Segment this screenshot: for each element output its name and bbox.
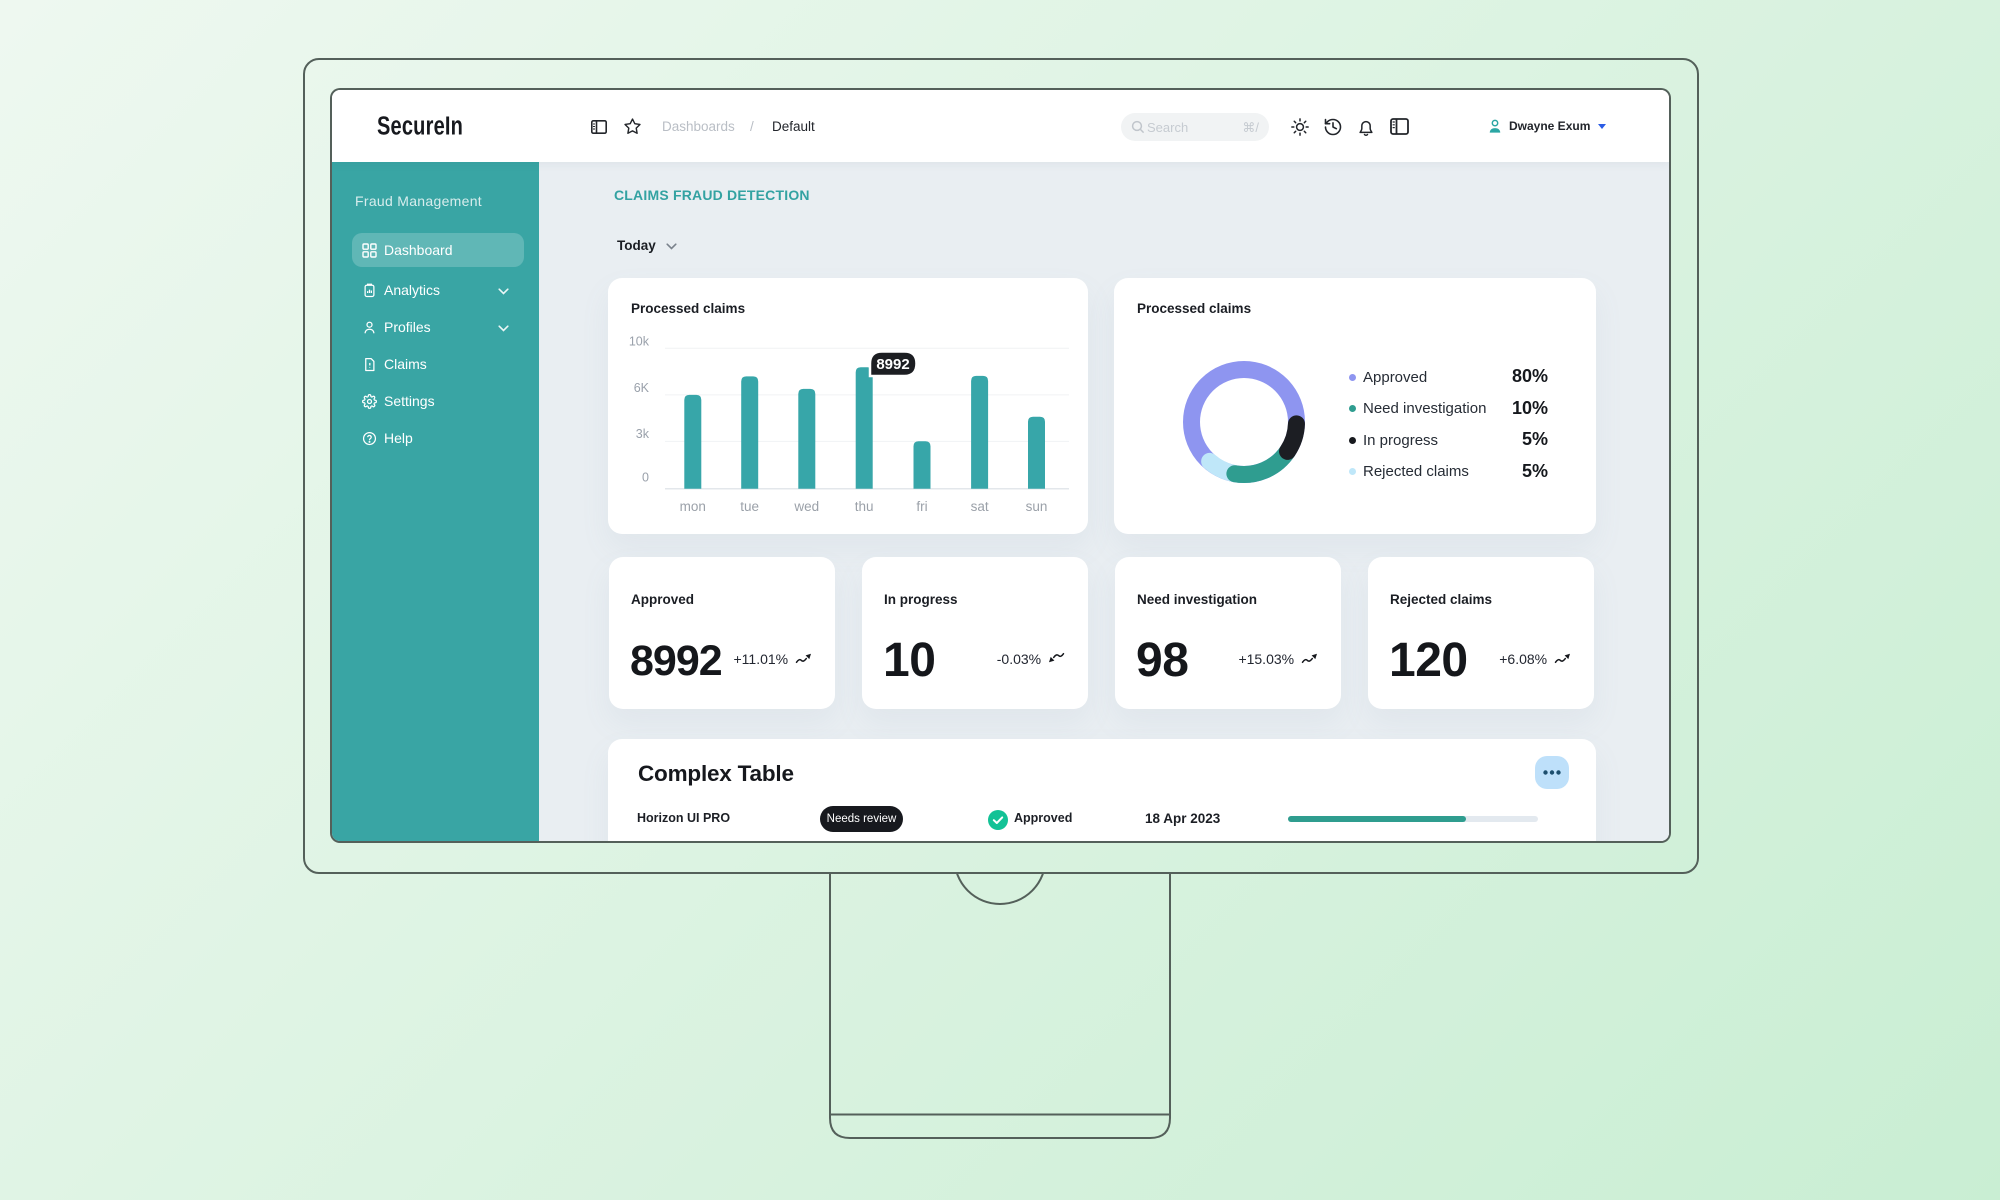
- svg-text:wed: wed: [793, 499, 819, 514]
- svg-text:6K: 6K: [634, 381, 650, 395]
- svg-text:sun: sun: [1026, 499, 1048, 514]
- svg-text:fri: fri: [916, 499, 927, 514]
- svg-text:sat: sat: [971, 499, 989, 514]
- svg-text:thu: thu: [855, 499, 874, 514]
- svg-text:8992: 8992: [876, 356, 909, 373]
- svg-text:3k: 3k: [636, 427, 650, 441]
- svg-text:mon: mon: [680, 499, 706, 514]
- svg-text:0: 0: [642, 471, 649, 485]
- svg-text:10k: 10k: [629, 335, 650, 349]
- svg-text:tue: tue: [740, 499, 759, 514]
